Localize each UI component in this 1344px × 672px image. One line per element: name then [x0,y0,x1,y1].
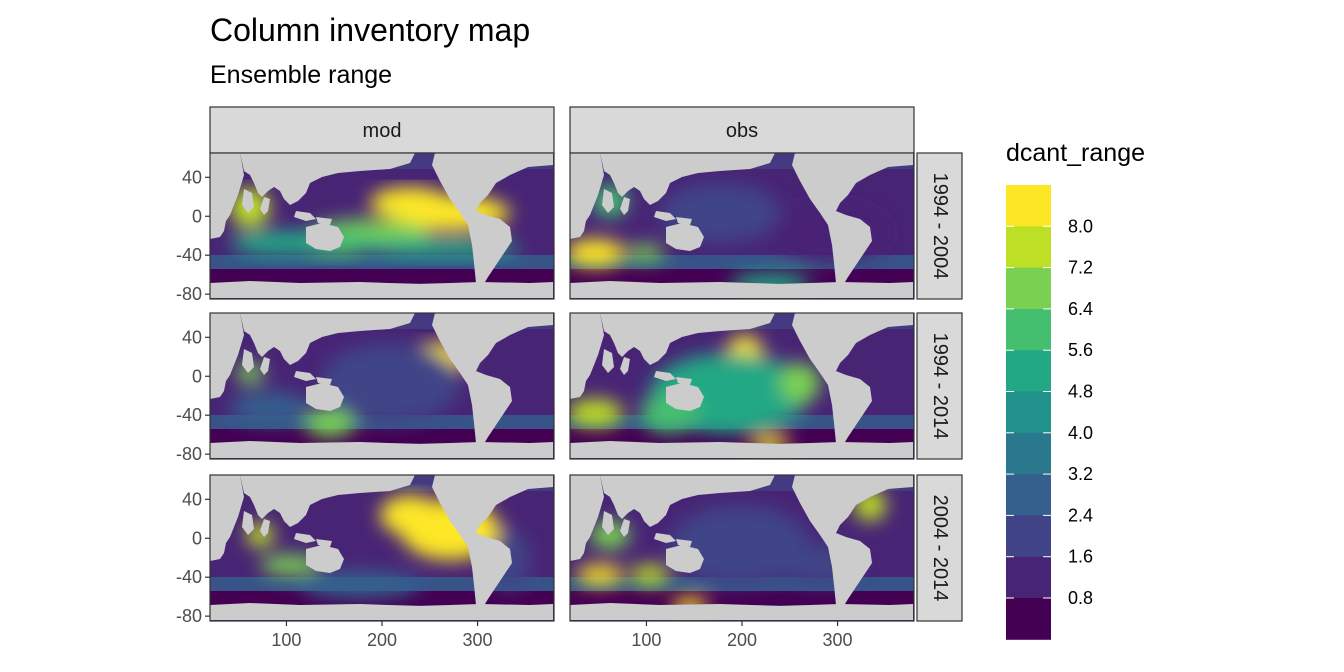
legend-color-bin [1006,185,1051,227]
y-tick-label: 40 [182,489,202,509]
x-tick-label: 300 [463,630,493,650]
x-tick-label: 100 [631,630,661,650]
x-tick-label: 300 [823,630,853,650]
legend-color-bin [1006,391,1051,434]
legend-color-bin [1006,515,1051,558]
y-tick-label: 0 [192,366,202,386]
facet-strip-row-0: 1994 - 2004 [916,152,963,300]
legend-color-bin [1006,308,1051,351]
facet-strip-row-1: 1994 - 2014 [916,312,963,460]
facet-strip-row-2: 2004 - 2014 [916,474,963,622]
dcant-field-patch [570,399,623,427]
legend-color-bin [1006,598,1051,640]
y-tick-label: -80 [176,284,202,304]
facet-strip-label: 1994 - 2004 [929,173,951,280]
facet-grid: mod obs 1994 - 2004 1994 - 2014 2004 - 2014 4… [176,106,963,650]
y-tick-label: -40 [176,567,202,587]
dcant-field-patch [260,555,320,575]
legend-label: 1.6 [1068,547,1093,567]
facet-strip-mod: mod [209,106,555,154]
y-tick-label: 40 [182,167,202,187]
map-panel-mod-row-1: 40 0 -40 -80 [176,312,555,464]
legend-color-bin [1006,556,1051,599]
color-legend: dcant_range 8.0 7.2 6.4 5.6 4.8 4.0 3.2 2.4 1.6 0.… [1006,139,1145,640]
legend-label: 4.8 [1068,382,1093,402]
y-tick-label: -80 [176,444,202,464]
x-tick-label: 200 [367,630,397,650]
facet-strip-label: obs [726,120,758,142]
dcant-field-patch [380,495,440,535]
dcant-field-patch [625,245,665,261]
legend-label: 3.2 [1068,464,1093,484]
dcant-field-patch [230,392,310,424]
legend-label: 8.0 [1068,216,1093,236]
dcant-field-patch [590,521,630,549]
dcant-field-patch [305,409,355,437]
dcant-field-patch [320,343,460,423]
legend-label: 4.0 [1068,423,1093,443]
y-tick-label: 40 [182,327,202,347]
map-panel-obs-row-2: 100 200 300 [569,474,915,650]
plot-subtitle: Ensemble range [210,61,392,89]
legend-color-bin [1006,350,1051,392]
x-tick-label: 100 [271,630,301,650]
facet-strip-obs: obs [569,106,915,154]
dcant-field-patch [630,565,670,585]
legend-color-bin [1006,474,1051,516]
dcant-field-patch [300,571,420,599]
plot-title: Column inventory map [210,12,530,48]
y-tick-label: 0 [192,206,202,226]
y-tick-label: -40 [176,405,202,425]
dcant-field-patch [780,363,820,403]
y-tick-label: -80 [176,606,202,626]
legend-color-bin [1006,432,1051,475]
y-tick-label: -40 [176,245,202,265]
map-panel-obs-row-0 [569,152,915,300]
map-panel-mod-row-2: 40 0 -40 -80 100 200 300 [176,474,555,650]
dcant-field-patch [570,239,625,267]
legend-label: 5.6 [1068,340,1093,360]
dcant-field-patch [670,505,810,585]
dcant-field-patch [576,565,624,585]
legend-color-bin [1006,226,1051,269]
map-panel-obs-row-1 [569,312,915,460]
dcant-field-patch [236,363,264,383]
facet-strip-label: mod [363,120,402,142]
legend-label: 0.8 [1068,588,1093,608]
x-tick-label: 200 [727,630,757,650]
dcant-field-patch [230,231,330,255]
facet-strip-label: 1994 - 2014 [929,333,951,440]
facet-strip-label: 2004 - 2014 [929,495,951,602]
legend-title: dcant_range [1006,139,1145,167]
dcant-field-patch [370,187,450,219]
legend-color-bin [1006,267,1051,310]
map-panel-mod-row-0: 40 0 -40 -80 [176,152,555,304]
legend-label: 2.4 [1068,505,1093,525]
legend-label: 7.2 [1068,258,1093,278]
y-tick-label: 0 [192,528,202,548]
legend-label: 6.4 [1068,299,1093,319]
